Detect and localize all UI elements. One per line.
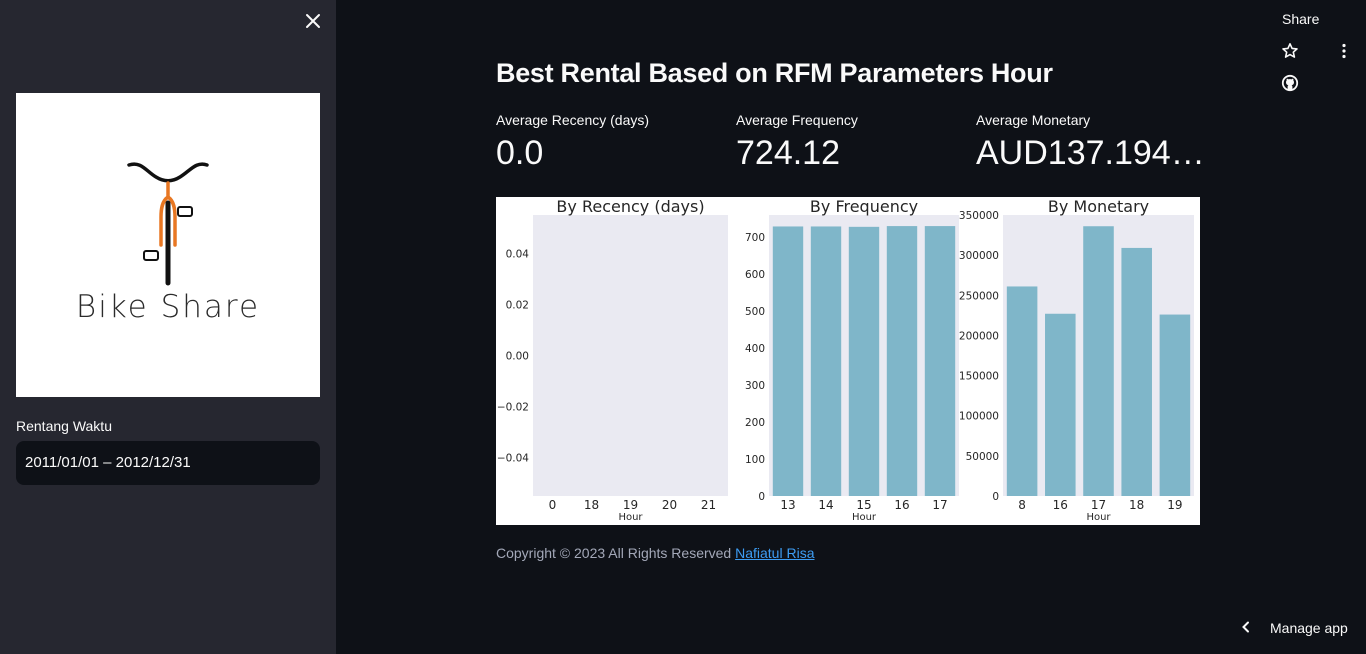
- y-tick-label: 50000: [966, 451, 999, 463]
- chart-title: By Frequency: [810, 197, 918, 216]
- x-tick-label: 17: [1091, 498, 1106, 512]
- bar: [886, 226, 918, 496]
- star-icon[interactable]: [1281, 42, 1299, 60]
- y-tick-label: 300: [745, 380, 765, 392]
- x-tick-label: 19: [1167, 498, 1182, 512]
- y-tick-label: −0.04: [497, 453, 529, 465]
- y-tick-label: 400: [745, 343, 765, 355]
- date-range-label: Rentang Waktu: [16, 418, 112, 434]
- y-tick-label: 100: [745, 454, 765, 466]
- metric-value: AUD137.194,...: [976, 134, 1206, 172]
- copyright-text: Copyright © 2023 All Rights Reserved: [496, 545, 736, 561]
- y-tick-label: 500: [745, 306, 765, 318]
- chart-title: By Monetary: [1048, 197, 1149, 216]
- x-tick-label: 18: [1129, 498, 1144, 512]
- x-tick-label: 14: [818, 498, 833, 512]
- date-range-input[interactable]: [16, 441, 320, 485]
- x-tick-label: 8: [1018, 498, 1026, 512]
- chevron-left-icon: [1240, 620, 1270, 636]
- metric-frequency: Average Frequency 724.12: [736, 112, 966, 173]
- y-tick-label: 250000: [959, 290, 999, 302]
- manage-app-label: Manage app: [1270, 620, 1348, 636]
- bar: [1083, 226, 1114, 497]
- x-tick-label: 16: [894, 498, 909, 512]
- logo-text: Bike Share: [75, 289, 261, 325]
- y-tick-label: 0: [758, 491, 765, 503]
- bar: [1045, 313, 1076, 496]
- rfm-chart-svg: By Recency (days) 0.04 0.02 0.00 −0.02 −0.04 0…: [497, 197, 1194, 523]
- y-tick-label: 200: [745, 417, 765, 429]
- bar: [1006, 286, 1038, 496]
- x-tick-label: 16: [1053, 498, 1068, 512]
- page-title: Best Rental Based on RFM Parameters Hour: [496, 58, 1053, 88]
- y-tick-label: 0.02: [506, 299, 529, 311]
- x-tick-label: 13: [780, 498, 795, 512]
- close-sidebar-button[interactable]: [302, 10, 324, 32]
- bar: [810, 226, 842, 496]
- github-icon[interactable]: [1281, 74, 1299, 92]
- y-tick-label: 0: [992, 491, 999, 503]
- author-link[interactable]: Nafiatul Risa: [735, 545, 815, 561]
- x-axis-label: Hour: [852, 512, 877, 523]
- close-icon: [306, 14, 320, 28]
- x-axis-label: Hour: [618, 512, 643, 523]
- bar: [1121, 247, 1152, 496]
- x-tick-label: 17: [932, 498, 947, 512]
- metric-monetary: Average Monetary AUD137.194,...: [976, 112, 1206, 173]
- metric-label: Average Recency (days): [496, 112, 650, 128]
- bar: [924, 226, 956, 496]
- x-tick-label: 15: [856, 498, 871, 512]
- rfm-chart-figure: By Recency (days) 0.04 0.02 0.00 −0.02 −0.04 0…: [496, 197, 1200, 525]
- sidebar: Bike Share Rentang Waktu: [0, 0, 336, 654]
- bar: [848, 226, 880, 496]
- x-axis-label: Hour: [1086, 512, 1111, 523]
- x-tick-label: 19: [623, 498, 638, 512]
- y-tick-label: 150000: [959, 371, 999, 383]
- y-tick-label: 0.04: [506, 248, 530, 260]
- y-tick-label: 300000: [959, 250, 999, 262]
- footer: Copyright © 2023 All Rights Reserved Naf…: [496, 545, 814, 561]
- y-tick-label: 100000: [959, 411, 999, 423]
- x-tick-label: 20: [662, 498, 677, 512]
- y-tick-label: 200000: [959, 330, 999, 342]
- x-tick-label: 0: [549, 498, 557, 512]
- bicycle-icon: [127, 162, 209, 286]
- bike-share-logo: Bike Share: [16, 93, 320, 397]
- y-tick-label: 700: [745, 232, 765, 244]
- y-tick-label: 0.00: [506, 351, 529, 363]
- metric-recency: Average Recency (days) 0.0: [496, 112, 726, 173]
- chart-title: By Recency (days): [556, 197, 704, 216]
- metric-label: Average Monetary: [976, 112, 1091, 128]
- y-tick-label: −0.02: [497, 402, 529, 414]
- bar: [772, 226, 804, 496]
- metric-value: 0.0: [496, 134, 544, 172]
- share-button[interactable]: Share: [1282, 11, 1320, 27]
- plot-area: [533, 215, 728, 496]
- x-tick-label: 21: [701, 498, 716, 512]
- more-options-icon[interactable]: [1335, 42, 1353, 60]
- manage-app-button[interactable]: Manage app: [1240, 620, 1348, 636]
- x-tick-label: 18: [584, 498, 599, 512]
- y-tick-label: 350000: [959, 210, 999, 222]
- bar: [1159, 314, 1191, 496]
- metric-value: 724.12: [736, 134, 840, 172]
- metric-label: Average Frequency: [736, 112, 858, 128]
- y-tick-label: 600: [745, 269, 765, 281]
